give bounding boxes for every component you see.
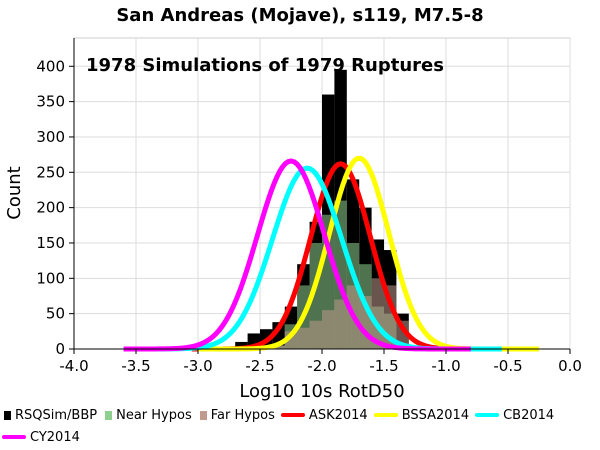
legend-items: RSQSim/BBP Near Hypos Far Hypos ASK2014 BSSA…: [0, 404, 600, 448]
legend-label: CB2014: [503, 407, 555, 423]
x-axis-label: Log10 10s RotD50: [239, 381, 404, 402]
legend-swatch: [2, 435, 26, 439]
legend-label: CY2014: [30, 429, 80, 445]
legend-swatch: [199, 410, 207, 420]
y-tick-label: 150: [36, 234, 65, 252]
y-tick-label: 0: [55, 340, 65, 358]
bar-far-hypos: [297, 327, 310, 349]
legend-swatch: [280, 413, 305, 417]
bar-far-hypos: [322, 310, 335, 349]
x-tick-label: -1.5: [369, 357, 398, 375]
legend-swatch: [105, 410, 113, 420]
legend-item-rsqsim-bbp: RSQSim/BBP: [0, 404, 97, 426]
x-tick-label: -2.5: [245, 357, 274, 375]
legend-item-far-hypos: Far Hypos: [196, 404, 275, 426]
x-tick-label: -4.0: [59, 357, 88, 375]
bar-far-hypos: [272, 345, 285, 349]
legend-item-near-hypos: Near Hypos: [101, 404, 192, 426]
y-tick-label: 50: [46, 305, 65, 323]
legend-label: RSQSim/BBP: [15, 407, 98, 423]
x-tick-label: -3.5: [121, 357, 150, 375]
legend-item-cb2014: CB2014: [473, 404, 554, 426]
legend-item-ask2014: ASK2014: [279, 404, 368, 426]
legend-label: ASK2014: [308, 407, 368, 423]
legend-swatch: [475, 413, 500, 417]
legend-label: Far Hypos: [210, 407, 275, 423]
x-tick-label: 0.0: [558, 357, 582, 375]
legend-swatch: [373, 413, 398, 417]
chart-annotation: 1978 Simulations of 1979 Ruptures: [86, 55, 444, 76]
legend-item-cy2014: CY2014: [0, 426, 80, 448]
y-tick-label: 250: [36, 163, 65, 181]
bar-far-hypos: [309, 320, 322, 349]
legend-label: Near Hypos: [116, 407, 192, 423]
x-tick-label: -0.5: [493, 357, 522, 375]
histogram-bars: [235, 69, 409, 349]
axes: -4.0 -3.5 -3.0 -2.5 -2.0 -1.5 -1.0 -0.5 0.0 0 50 10…: [36, 38, 582, 375]
bar-far-hypos: [334, 299, 347, 349]
legend-item-bssa2014: BSSA2014: [372, 404, 469, 426]
y-tick-label: 350: [36, 93, 65, 111]
x-tick-label: -3.0: [183, 357, 212, 375]
x-tick-label: -1.0: [431, 357, 460, 375]
legend-label: BSSA2014: [401, 407, 470, 423]
legend-swatch: [4, 410, 11, 420]
bar-rsqsim-bbp: [235, 341, 248, 349]
y-tick-label: 100: [36, 269, 65, 287]
legend: RSQSim/BBP Near Hypos Far Hypos ASK2014 BSSA…: [0, 404, 600, 448]
y-tick-label: 200: [36, 199, 65, 217]
x-tick-label: -2.0: [307, 357, 336, 375]
y-tick-label: 400: [36, 57, 65, 75]
chart-title: San Andreas (Mojave), s119, M7.5-8: [116, 5, 483, 26]
y-axis-label: Count: [4, 166, 25, 219]
y-tick-label: 300: [36, 128, 65, 146]
